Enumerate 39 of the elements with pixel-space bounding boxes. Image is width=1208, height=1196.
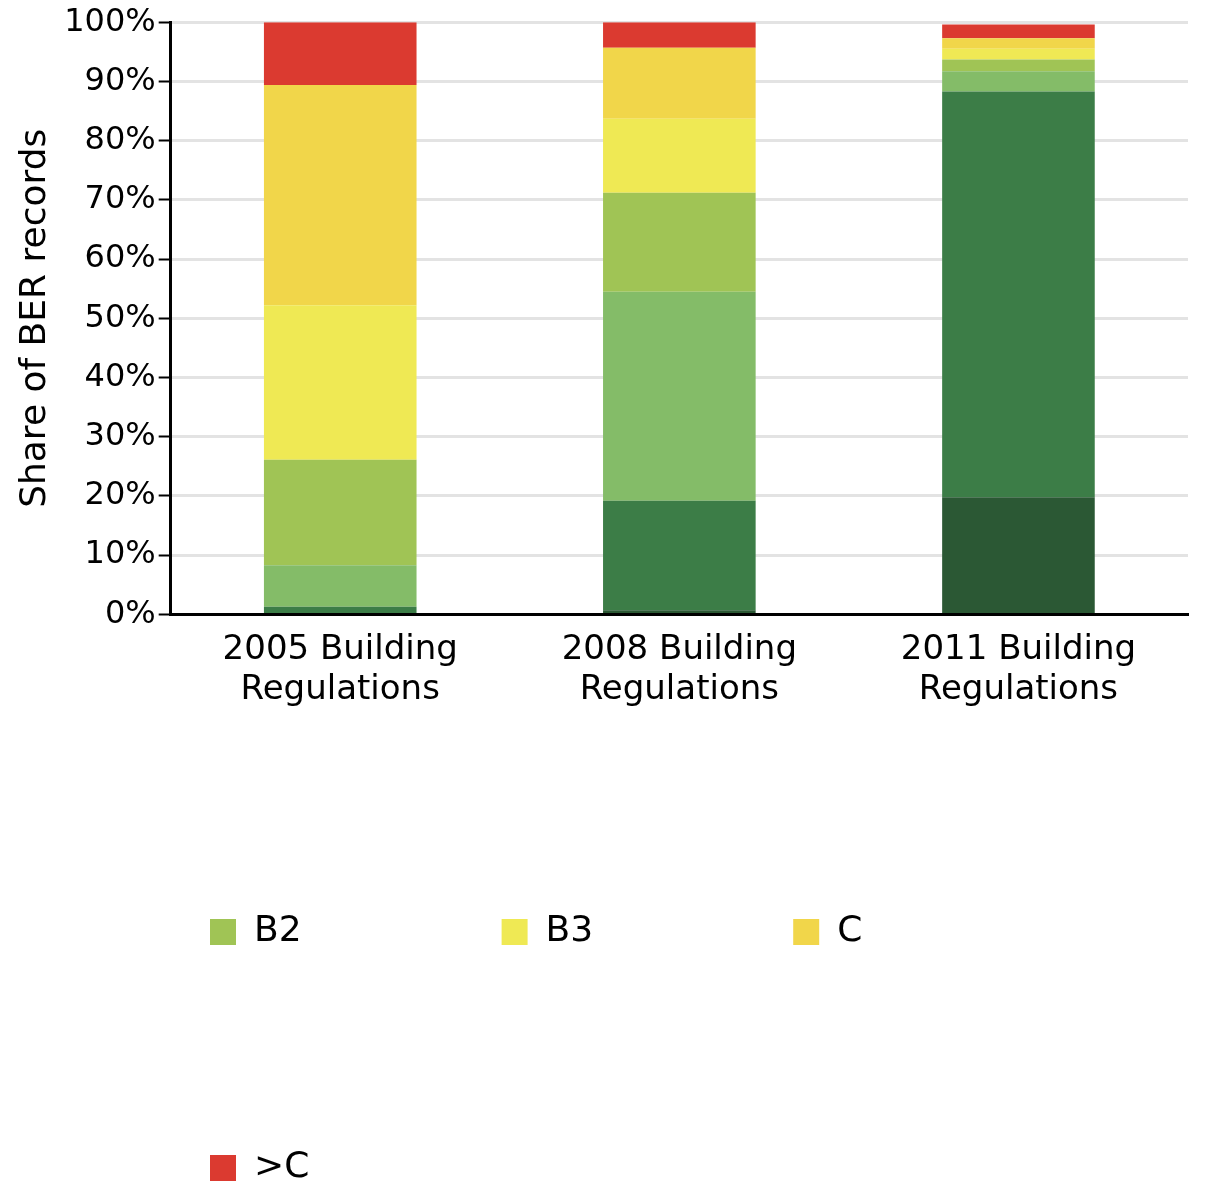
bar	[263, 22, 417, 85]
y-axis-title: Share of BER records	[11, 128, 53, 508]
bar	[942, 24, 1095, 39]
y-tick-label: 60%	[84, 237, 156, 276]
bar	[603, 500, 756, 611]
y-tick-label: 30%	[84, 415, 156, 454]
y-tick-label: 90%	[84, 59, 156, 98]
bar	[263, 84, 417, 306]
bar	[942, 48, 1095, 60]
bar	[263, 565, 417, 607]
legend-label: >C	[254, 1144, 310, 1186]
y-tick-label: 0%	[104, 592, 156, 631]
bar	[603, 610, 756, 613]
bar	[603, 22, 756, 48]
y-tick-label: 40%	[84, 355, 156, 394]
bar	[603, 47, 756, 119]
x-tick-label: 2011 Building Regulations	[900, 626, 1137, 708]
bar	[942, 497, 1095, 613]
bar	[942, 38, 1095, 49]
bar	[942, 59, 1095, 72]
y-tick-label: 50%	[84, 296, 156, 335]
x-tick-label: 2005 Building Regulations	[222, 626, 458, 708]
bar	[603, 118, 756, 193]
bar	[603, 192, 756, 292]
y-tick-label: 80%	[84, 118, 156, 157]
bar	[603, 291, 756, 501]
y-tick-label: 100%	[64, 0, 156, 39]
y-tick-label: 10%	[84, 533, 156, 572]
bar	[942, 71, 1095, 92]
bar	[263, 459, 417, 566]
legend-label: B2	[254, 908, 302, 950]
bar	[263, 305, 417, 460]
y-tick-label: 70%	[84, 178, 156, 217]
bar	[263, 606, 417, 613]
legend-label: C	[837, 908, 863, 950]
y-tick-label: 20%	[84, 474, 156, 513]
x-tick-label: 2008 Building Regulations	[561, 626, 797, 708]
bar	[942, 91, 1095, 498]
legend-label: B3	[545, 908, 594, 950]
